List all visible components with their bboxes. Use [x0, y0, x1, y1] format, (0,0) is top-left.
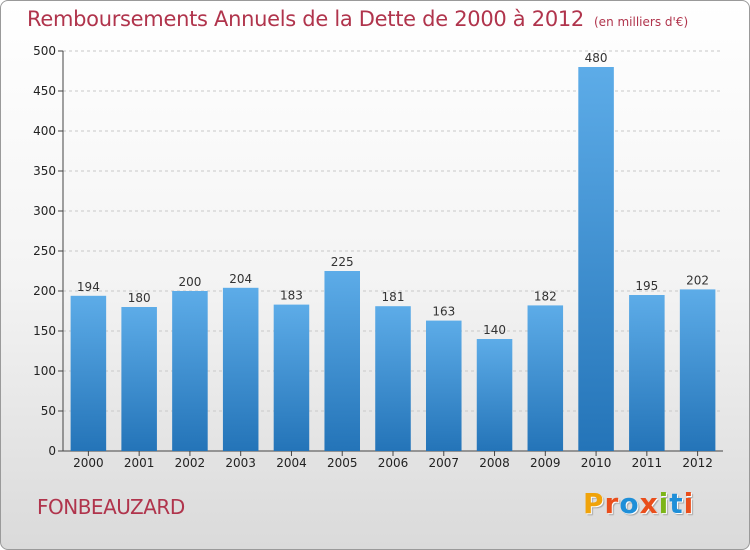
- data-label: 202: [686, 273, 709, 287]
- logo-letter: i: [683, 487, 695, 520]
- unit-note: (en milliers d'€): [594, 15, 689, 29]
- bar-2012: [679, 289, 716, 451]
- x-tick-label: 2003: [225, 456, 256, 470]
- bar-2005: [324, 271, 360, 451]
- x-tick-label: 2002: [175, 456, 206, 470]
- logo-letter: r: [604, 487, 620, 520]
- logo-letter: t: [669, 487, 684, 520]
- y-tick-label: 100: [33, 364, 56, 378]
- bar-2011: [629, 295, 665, 451]
- bar-2001: [121, 307, 157, 451]
- logo-letter: x: [639, 487, 659, 520]
- bar-2008: [476, 339, 513, 451]
- y-tick-label: 250: [33, 244, 56, 258]
- data-label: 181: [382, 290, 405, 304]
- data-label: 140: [483, 323, 506, 337]
- x-tick-label: 2000: [73, 456, 104, 470]
- y-tick-label: 0: [48, 444, 56, 458]
- data-label: 204: [229, 272, 252, 286]
- bar-2004: [273, 304, 310, 451]
- x-tick-label: 2010: [581, 456, 612, 470]
- bar-2009: [527, 305, 564, 451]
- data-label: 480: [585, 51, 608, 65]
- y-tick-label: 150: [33, 324, 56, 338]
- x-tick-label: 2012: [682, 456, 713, 470]
- data-label: 180: [128, 291, 151, 305]
- bar-2006: [375, 306, 411, 451]
- bar-2000: [70, 295, 107, 451]
- x-tick-label: 2008: [479, 456, 510, 470]
- x-tick-label: 2009: [530, 456, 561, 470]
- chart-title-text: Remboursements Annuels de la Dette de 20…: [27, 7, 584, 31]
- data-label: 182: [534, 289, 557, 303]
- bar-2010: [578, 67, 614, 451]
- y-tick-label: 400: [33, 124, 56, 138]
- x-tick-label: 2007: [428, 456, 459, 470]
- data-label: 200: [178, 275, 201, 289]
- chart-title: Remboursements Annuels de la Dette de 20…: [27, 7, 688, 31]
- x-tick-label: 2011: [632, 456, 663, 470]
- logo-letter: o: [619, 487, 640, 520]
- y-tick-label: 200: [33, 284, 56, 298]
- x-tick-label: 2005: [327, 456, 358, 470]
- logo-letter: P: [583, 487, 605, 520]
- x-tick-label: 2004: [276, 456, 307, 470]
- data-label: 194: [77, 280, 100, 294]
- bar-2003: [222, 287, 259, 451]
- y-tick-label: 500: [33, 44, 56, 58]
- city-name: FONBEAUZARD: [37, 495, 185, 519]
- logo-letter: i: [658, 487, 670, 520]
- y-tick-label: 50: [41, 404, 56, 418]
- y-tick-label: 350: [33, 164, 56, 178]
- y-tick-label: 300: [33, 204, 56, 218]
- data-label: 225: [331, 255, 354, 269]
- bar-2007: [426, 320, 462, 451]
- proxiti-logo: Proxiti: [583, 487, 694, 520]
- bar-2002: [172, 291, 208, 451]
- data-label: 195: [635, 279, 658, 293]
- data-label: 163: [432, 305, 455, 319]
- data-label: 183: [280, 289, 303, 303]
- x-tick-label: 2001: [124, 456, 155, 470]
- x-tick-label: 2006: [378, 456, 409, 470]
- y-tick-label: 450: [33, 84, 56, 98]
